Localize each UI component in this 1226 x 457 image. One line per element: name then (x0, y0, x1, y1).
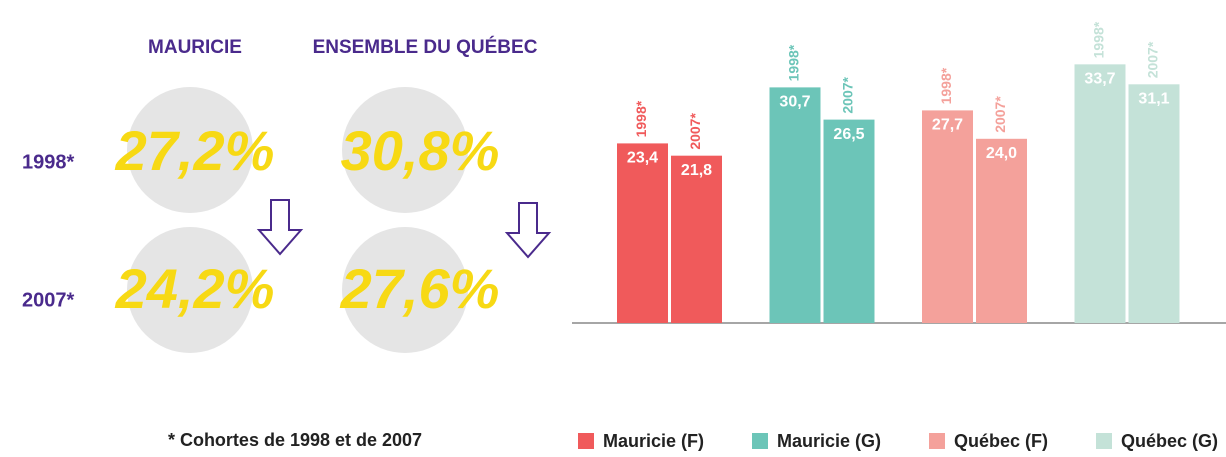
bar (617, 143, 668, 323)
bar (976, 138, 1027, 323)
bar-category-label: 2007* (992, 96, 1008, 133)
column-header: MAURICIE (148, 37, 242, 58)
bar-category-label: 2007* (840, 76, 856, 113)
bar-category-label: 1998* (1091, 21, 1107, 58)
value-label: 33,7 (1084, 71, 1115, 88)
rate-value: 27,2% (115, 119, 275, 182)
bar (922, 110, 973, 323)
bar-category-label: 2007* (687, 113, 703, 150)
circle (127, 227, 253, 353)
legend-swatch (1096, 433, 1112, 449)
bar (823, 119, 875, 323)
rate-value: 27,6% (340, 257, 500, 320)
bar (1074, 64, 1126, 323)
value-label: 31,1 (1138, 91, 1169, 108)
value-label: 21,8 (681, 162, 712, 179)
legend-swatch (578, 433, 594, 449)
bar-category-label: 1998* (633, 100, 649, 137)
arrow (256, 199, 304, 256)
row-label: 2007* (22, 289, 74, 311)
arrow (504, 202, 552, 259)
rate-value: 24,2% (115, 257, 275, 320)
circle (127, 87, 253, 213)
value-label: 27,7 (932, 117, 963, 134)
legend-label: Québec (F) (954, 431, 1048, 451)
footnote: * Cohortes de 1998 et de 2007 (168, 430, 422, 450)
legend-swatch (752, 433, 768, 449)
value-label: 23,4 (627, 150, 658, 167)
circle (342, 87, 468, 213)
bar-category-label: 1998* (938, 67, 954, 104)
value-label: 30,7 (779, 94, 810, 111)
row-label: 1998* (22, 151, 74, 173)
value-label: 24,0 (986, 145, 1017, 162)
legend-swatch (929, 433, 945, 449)
bar-category-label: 1998* (786, 44, 802, 81)
value-label: 26,5 (833, 126, 864, 143)
bar (769, 87, 821, 323)
bar-category-label: 2007* (1145, 41, 1161, 78)
legend-label: Québec (G) (1121, 431, 1218, 451)
bar (1128, 84, 1180, 324)
legend-label: Mauricie (G) (777, 431, 881, 451)
circle (342, 227, 468, 353)
left-panel: MAURICIE ENSEMBLE DU QUÉBEC 1998* 2007* … (22, 36, 552, 450)
legend-label: Mauricie (F) (603, 431, 704, 451)
column-header: ENSEMBLE DU QUÉBEC (313, 36, 538, 58)
rate-value: 30,8% (341, 119, 500, 182)
bar (671, 155, 722, 323)
